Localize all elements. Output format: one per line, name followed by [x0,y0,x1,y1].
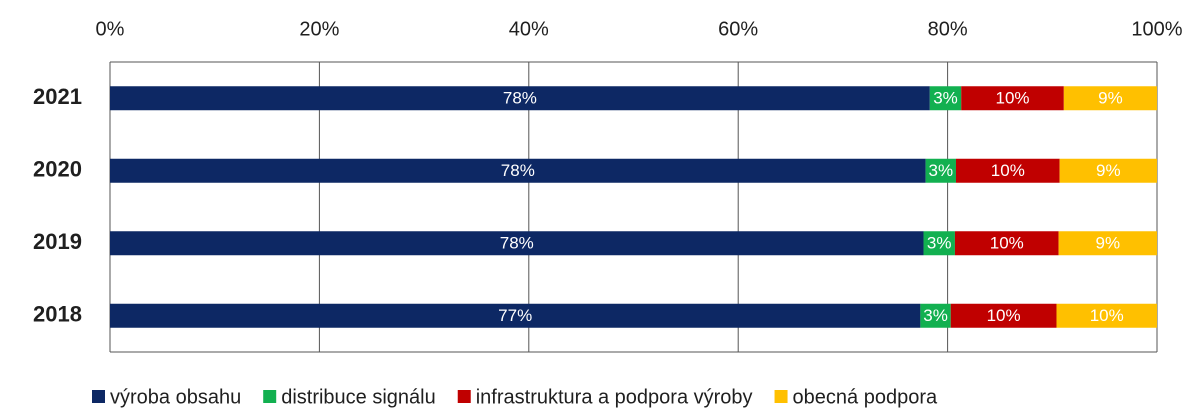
x-tick-label: 100% [1131,18,1182,40]
x-tick-label: 80% [928,18,968,40]
bar-segment [961,86,1064,111]
bar-segment [110,231,924,256]
bar-segment [1058,231,1157,256]
legend-label: obecná podpora [793,386,938,408]
legend-swatch [263,390,277,403]
bar-segment [110,86,930,111]
data-label: 3% [927,234,952,253]
legend-swatch [774,390,788,403]
legend-label: infrastruktura a podpora výroby [476,386,753,408]
legend-label: výroba obsahu [110,386,241,408]
bar-segment [1059,158,1157,183]
bar-segment [1063,86,1157,111]
x-tick-label: 40% [509,18,549,40]
data-label: 10% [990,234,1024,253]
bar-segment [110,303,921,328]
bar-segment [954,231,1059,256]
bar-segment [923,231,955,256]
legend-swatch [92,390,105,403]
x-tick-label: 20% [299,18,339,40]
bar-segment [950,303,1057,328]
bar-segment [1056,303,1157,328]
y-tick-label: 2018 [33,302,82,327]
data-label: 78% [501,161,535,180]
bar-segment [929,86,962,111]
data-label: 77% [498,306,532,325]
data-label: 10% [987,306,1021,325]
data-label: 9% [1098,89,1123,108]
data-label: 78% [503,89,537,108]
bar-segment [110,158,926,183]
bar-segment [955,158,1060,183]
data-label: 3% [923,306,948,325]
x-tick-label: 60% [718,18,758,40]
y-tick-label: 2019 [33,229,82,254]
y-tick-label: 2021 [33,84,82,109]
data-label: 78% [500,234,534,253]
data-label: 9% [1096,234,1121,253]
y-tick-label: 2020 [33,157,82,182]
data-label: 10% [995,89,1029,108]
data-label: 10% [991,161,1025,180]
legend-swatch [457,390,471,403]
data-label: 10% [1090,306,1124,325]
data-label: 3% [929,161,954,180]
bar-segment [920,303,951,328]
data-label: 3% [933,89,958,108]
x-tick-label: 0% [96,18,125,40]
bar-segment [925,158,956,183]
legend-label: distribuce signálu [281,386,436,408]
data-label: 9% [1096,161,1121,180]
